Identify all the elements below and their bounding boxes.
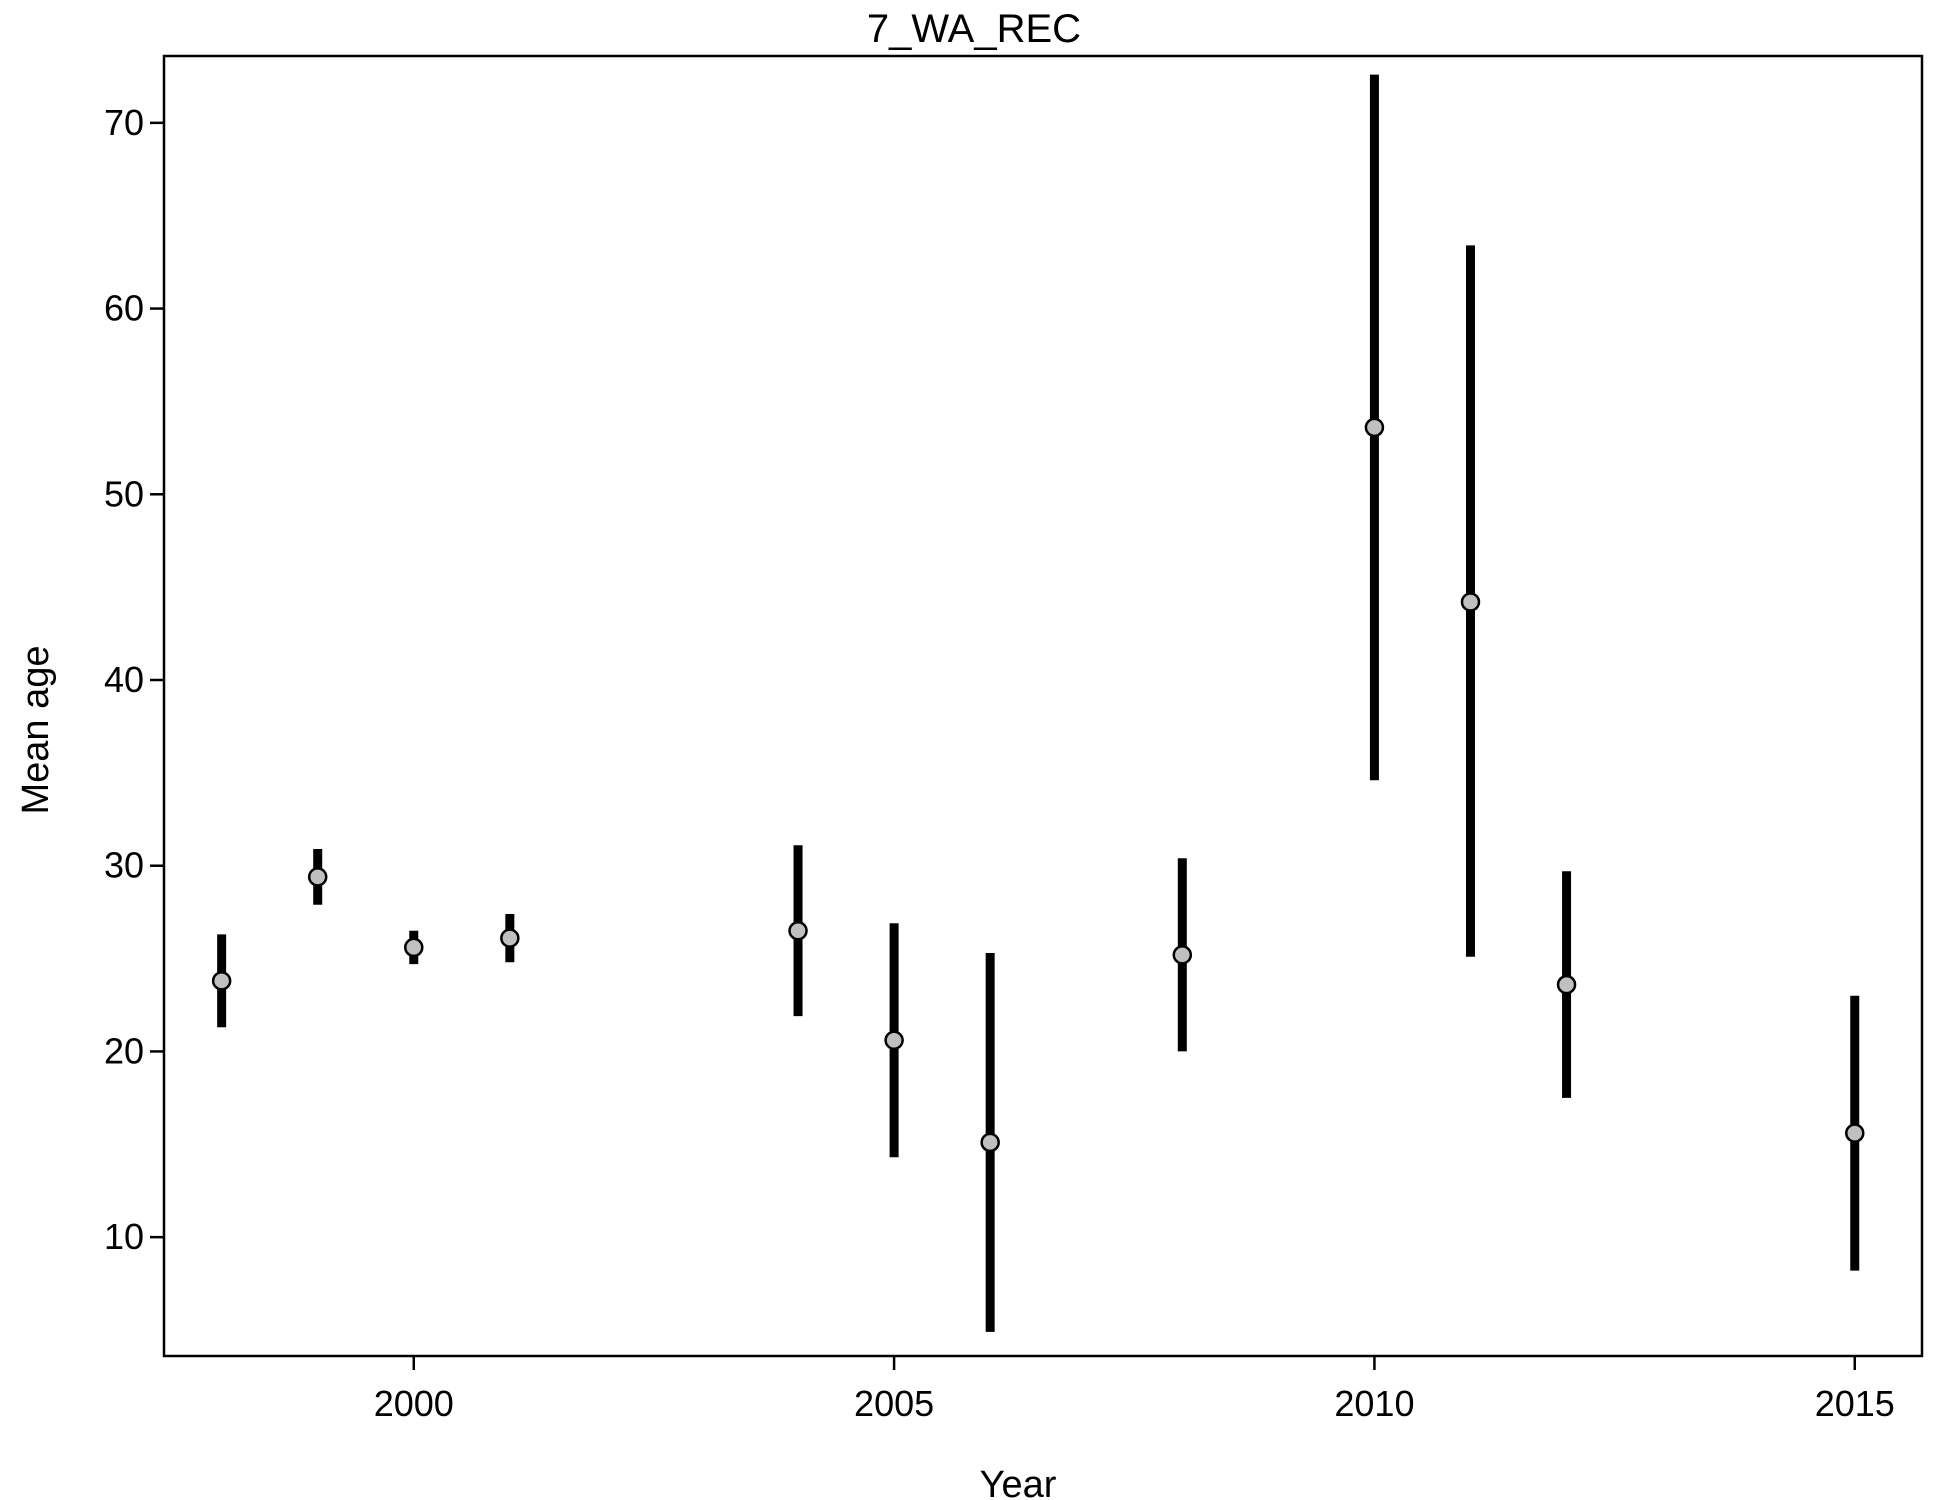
data-point: [307, 867, 328, 887]
data-point: [884, 1030, 904, 1051]
error-bars: [217, 74, 1860, 1332]
y-tick-label: 40: [104, 659, 144, 700]
data-point: [404, 937, 424, 958]
data-point: [788, 920, 808, 941]
x-axis-title: Year: [980, 1464, 1057, 1500]
x-tick-label: 2000: [374, 1383, 454, 1424]
data-point: [211, 971, 232, 991]
data-point: [1172, 945, 1193, 965]
data-point: [1845, 1123, 1865, 1143]
x-tick-label: 2015: [1815, 1383, 1895, 1424]
y-tick-label: 60: [104, 288, 144, 329]
data-point: [500, 928, 520, 948]
data-point: [980, 1132, 1000, 1153]
y-tick-label: 10: [104, 1216, 144, 1257]
y-tick-label: 70: [104, 102, 144, 143]
data-point: [1364, 417, 1385, 438]
data-point: [1460, 592, 1481, 612]
data-point: [1556, 974, 1577, 995]
data-points: [211, 417, 1865, 1153]
plot-area: [162, 54, 1924, 1358]
y-tick-label: 30: [104, 845, 144, 886]
plot-border: [162, 54, 1924, 1358]
y-axis: 10 20 30 40 50 60 70: [104, 102, 164, 1257]
y-axis-title: Mean age: [15, 645, 57, 814]
y-tick-label: 50: [104, 473, 144, 514]
chart-title: 7_WA_REC: [867, 7, 1081, 51]
x-tick-label: 2010: [1334, 1383, 1414, 1424]
x-axis: 2000 2005 2010 2015: [374, 1356, 1895, 1424]
y-tick-label: 20: [104, 1030, 144, 1071]
x-tick-label: 2005: [854, 1383, 934, 1424]
